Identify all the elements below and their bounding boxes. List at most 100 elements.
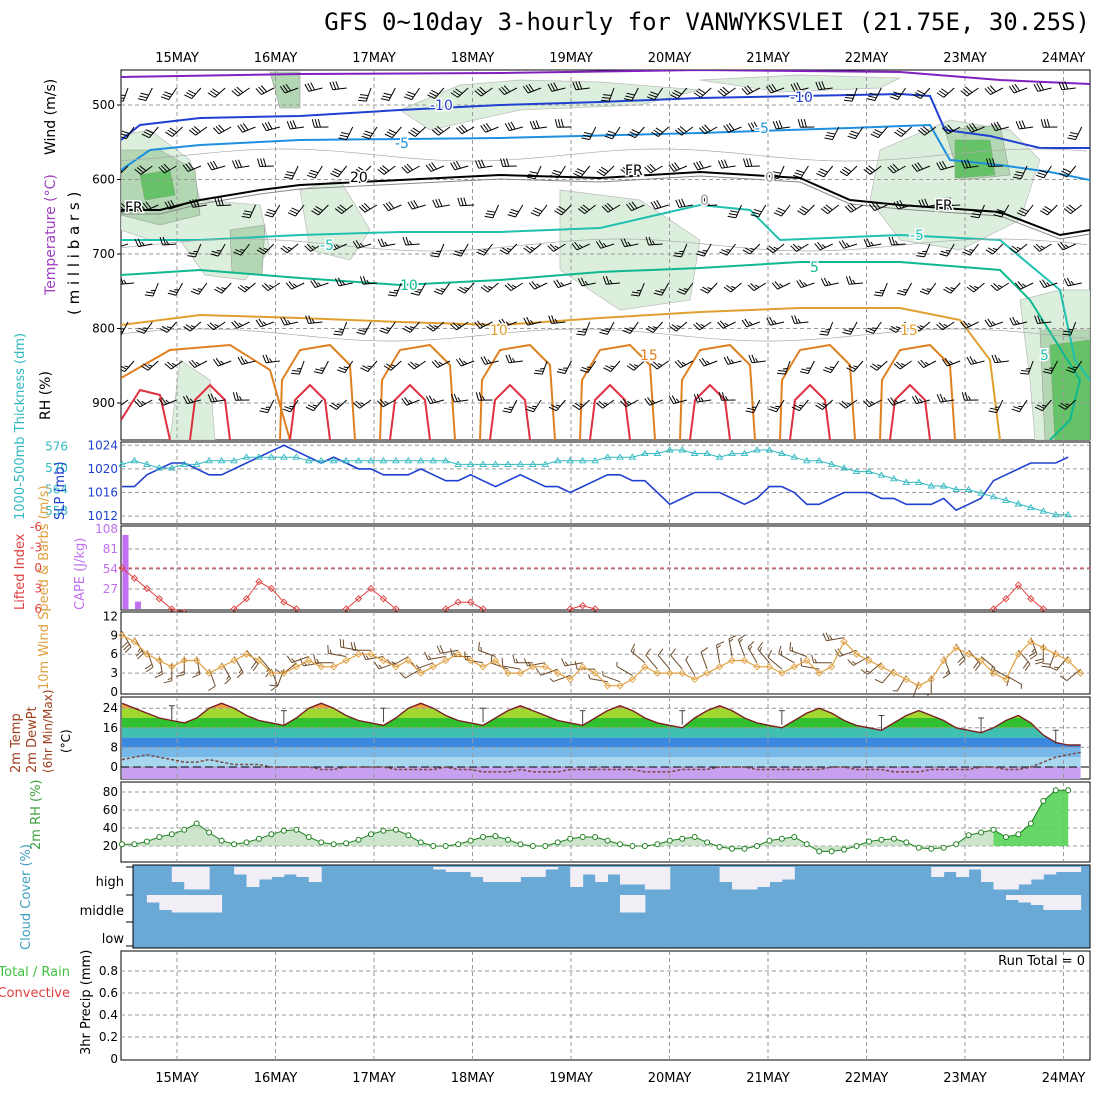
- wind-barb-flag: [117, 243, 120, 246]
- temp-ylabel-1: 2m Temp: [9, 713, 24, 773]
- cloud-ylabel: Cloud Cover (%): [19, 844, 34, 950]
- rh-marker: [518, 842, 523, 847]
- rh-marker: [319, 840, 324, 845]
- rh-marker: [468, 838, 473, 843]
- rh-marker: [120, 842, 125, 847]
- run-total: Run Total = 0: [998, 954, 1085, 969]
- precip-tick: 0.4: [99, 1008, 118, 1022]
- rh-marker: [580, 835, 585, 840]
- cloud-cell-middle: [620, 895, 633, 913]
- upper-air-ylabel-wind: Wind (m/s): [43, 79, 59, 155]
- cape-bar: [135, 602, 141, 609]
- rh-shade-high: [140, 170, 175, 200]
- y-tick-label: 900: [92, 396, 115, 410]
- cloud-cell-middle: [1031, 895, 1044, 905]
- rh-marker: [157, 835, 162, 840]
- cape-tick: 54: [103, 562, 118, 576]
- cloud-cell-high: [956, 867, 969, 877]
- wind-barb-flag: [872, 328, 876, 329]
- rh-marker: [680, 836, 685, 841]
- date-label-bottom: 19MAY: [549, 1071, 593, 1086]
- precip-ylabel-total: Total / Rain: [0, 965, 70, 980]
- rh-marker: [568, 836, 573, 841]
- rh-marker: [443, 844, 448, 849]
- cloud-cell-high: [247, 867, 260, 887]
- li-ylabel: Lifted Index: [13, 533, 28, 610]
- slp-tick: 1024: [87, 438, 118, 452]
- rh-marker: [954, 842, 959, 847]
- temp-ylabel-3: (6hr Min/Max): [41, 690, 55, 774]
- wind-barb-flag: [343, 639, 344, 647]
- wind-tick: 12: [103, 609, 118, 623]
- wind-barb-flag: [603, 671, 604, 675]
- cloud-cell-high: [931, 867, 944, 877]
- rh-marker: [182, 827, 187, 832]
- temp-tick: 8: [110, 740, 118, 754]
- rh-marker: [767, 838, 772, 843]
- contour-label: 5: [1040, 348, 1049, 364]
- date-label-top: 17MAY: [352, 51, 396, 66]
- cloud-cell-high: [782, 867, 795, 880]
- cloud-cell-high: [309, 867, 322, 882]
- rh-marker: [916, 845, 921, 850]
- rh-marker: [867, 839, 872, 844]
- rh-marker: [630, 844, 635, 849]
- cloud-cell-high: [620, 867, 633, 885]
- rh-marker: [144, 839, 149, 844]
- wind-barb-flag: [117, 276, 120, 284]
- cloud-cell-high: [296, 867, 309, 877]
- cloud-cell-high: [1006, 867, 1019, 890]
- rh-marker: [493, 834, 498, 839]
- precip-panel: 00.20.40.60.8 Run Total = 0 Total / Rain…: [0, 950, 1090, 1066]
- rh-marker: [966, 833, 971, 838]
- cloud-cell-middle: [184, 895, 197, 913]
- cloud-cell-high: [1056, 867, 1069, 872]
- cloud-cell-high: [545, 867, 558, 870]
- rh-marker: [132, 842, 137, 847]
- cloud-cell-high: [496, 867, 509, 882]
- cape-ylabel: CAPE (J/kg): [73, 538, 88, 610]
- rh-marker: [393, 827, 398, 832]
- rh-marker: [244, 840, 249, 845]
- date-label-top: 21MAY: [746, 51, 790, 66]
- date-label-top: 18MAY: [451, 51, 495, 66]
- date-label-bottom: 18MAY: [451, 1071, 495, 1086]
- rh-marker: [941, 845, 946, 850]
- rh-marker: [804, 842, 809, 847]
- cloud-cell-high: [483, 867, 496, 882]
- rh-marker: [431, 844, 436, 849]
- wind-barb-flag: [143, 328, 147, 329]
- rh-marker: [991, 827, 996, 832]
- temp-tick: 24: [103, 701, 118, 715]
- wind-barb-flag: [775, 406, 779, 407]
- cloud-cell-middle: [1056, 895, 1069, 910]
- contour-label: 10: [490, 323, 508, 339]
- rh-marker: [505, 837, 510, 842]
- wind-barb-flag: [801, 658, 802, 666]
- precip-tick: 0: [110, 1052, 118, 1066]
- slp-tick: 1012: [87, 509, 118, 523]
- rh-marker: [1003, 835, 1008, 840]
- slp-tick: 1020: [87, 462, 118, 476]
- thickness-ylabel: 1000-500mb Thickness (dm): [13, 333, 28, 520]
- rh-marker: [792, 835, 797, 840]
- upper-air-ylabel-mb: ( m i l l i b a r s ): [65, 192, 83, 315]
- date-label-bottom: 20MAY: [648, 1071, 692, 1086]
- wind-barb-flag: [502, 658, 503, 666]
- rh-marker: [369, 832, 374, 837]
- cloud-cell-high: [446, 867, 459, 872]
- cloud-cell-high: [944, 867, 957, 872]
- cloud-cell-high: [1068, 867, 1081, 872]
- cape-tick: 81: [103, 542, 118, 556]
- rh-marker: [381, 828, 386, 833]
- wind-barb-flag: [540, 369, 544, 370]
- rh-marker: [294, 827, 299, 832]
- rh-tick: 40: [103, 821, 118, 835]
- cloud-cell-high: [757, 867, 770, 887]
- rh-marker: [169, 832, 174, 837]
- cloud-cell-high: [471, 867, 484, 877]
- cloud-cell-high: [608, 867, 621, 875]
- wind-tick: 6: [110, 647, 118, 661]
- precip-ylabel-conv: Convective: [0, 986, 70, 1001]
